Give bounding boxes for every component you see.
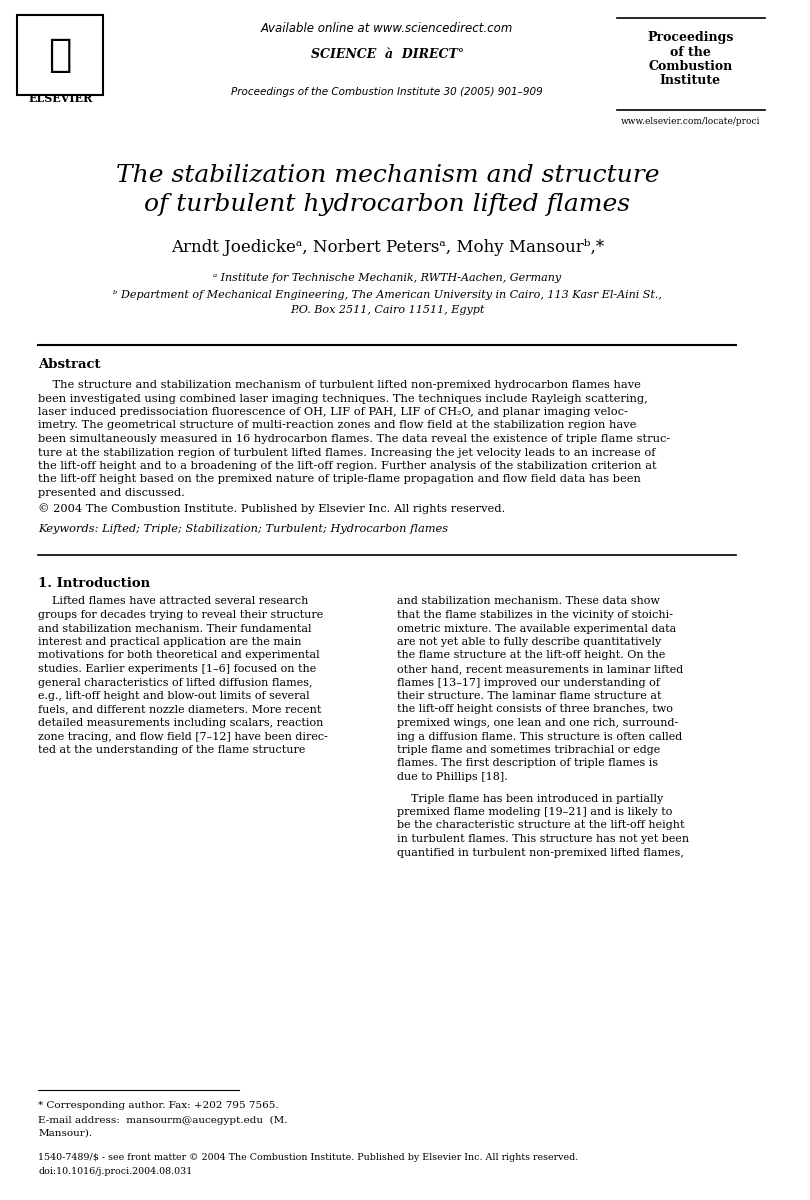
Text: flames [13–17] improved our understanding of: flames [13–17] improved our understandin…: [397, 678, 659, 688]
Text: P.O. Box 2511, Cairo 11511, Egypt: P.O. Box 2511, Cairo 11511, Egypt: [290, 305, 484, 314]
Text: of the: of the: [670, 46, 711, 59]
Text: zone tracing, and flow field [7–12] have been direc-: zone tracing, and flow field [7–12] have…: [38, 732, 328, 742]
Text: Lifted flames have attracted several research: Lifted flames have attracted several res…: [38, 596, 309, 606]
Text: Mansour).: Mansour).: [38, 1128, 92, 1138]
Text: are not yet able to fully describe quantitatively: are not yet able to fully describe quant…: [397, 637, 661, 647]
Text: groups for decades trying to reveal their structure: groups for decades trying to reveal thei…: [38, 610, 323, 620]
Text: Keywords: Lifted; Triple; Stabilization; Turbulent; Hydrocarbon flames: Keywords: Lifted; Triple; Stabilization;…: [38, 524, 449, 534]
Text: the lift-off height consists of three branches, two: the lift-off height consists of three br…: [397, 704, 672, 714]
Text: SCIENCE  à  DIRECT°: SCIENCE à DIRECT°: [311, 48, 464, 61]
Text: The structure and stabilization mechanism of turbulent lifted non-premixed hydro: The structure and stabilization mechanis…: [38, 380, 642, 390]
Text: the lift-off height and to a broadening of the lift-off region. Further analysis: the lift-off height and to a broadening …: [38, 461, 657, 470]
Text: interest and practical application are the main: interest and practical application are t…: [38, 637, 302, 647]
Text: ometric mixture. The available experimental data: ometric mixture. The available experimen…: [397, 624, 676, 634]
Text: studies. Earlier experiments [1–6] focused on the: studies. Earlier experiments [1–6] focus…: [38, 664, 317, 674]
Text: that the flame stabilizes in the vicinity of stoichi-: that the flame stabilizes in the vicinit…: [397, 610, 673, 620]
Text: Institute: Institute: [660, 73, 721, 86]
Text: the flame structure at the lift-off height. On the: the flame structure at the lift-off heig…: [397, 650, 665, 660]
Text: premixed wings, one lean and one rich, surround-: premixed wings, one lean and one rich, s…: [397, 718, 678, 728]
Text: flames. The first description of triple flames is: flames. The first description of triple …: [397, 758, 658, 768]
Bar: [17, 14, 103, 95]
Text: Arndt Joedickeᵃ, Norbert Petersᵃ, Mohy Mansourᵇ,*: Arndt Joedickeᵃ, Norbert Petersᵃ, Mohy M…: [171, 240, 603, 257]
Text: ing a diffusion flame. This structure is often called: ing a diffusion flame. This structure is…: [397, 732, 682, 742]
Text: Triple flame has been introduced in partially: Triple flame has been introduced in part…: [397, 793, 663, 804]
Text: * Corresponding author. Fax: +202 795 7565.: * Corresponding author. Fax: +202 795 75…: [38, 1100, 279, 1110]
Text: premixed flame modeling [19–21] and is likely to: premixed flame modeling [19–21] and is l…: [397, 806, 672, 817]
Text: and stabilization mechanism. Their fundamental: and stabilization mechanism. Their funda…: [38, 624, 312, 634]
Text: ted at the understanding of the flame structure: ted at the understanding of the flame st…: [38, 745, 305, 755]
Text: ᵇ Department of Mechanical Engineering, The American University in Cairo, 113 Ka: ᵇ Department of Mechanical Engineering, …: [113, 290, 662, 300]
Text: other hand, recent measurements in laminar lifted: other hand, recent measurements in lamin…: [397, 664, 683, 674]
Text: quantified in turbulent non-premixed lifted flames,: quantified in turbulent non-premixed lif…: [397, 847, 684, 858]
Text: imetry. The geometrical structure of multi-reaction zones and flow field at the : imetry. The geometrical structure of mul…: [38, 420, 637, 431]
Text: and stabilization mechanism. These data show: and stabilization mechanism. These data …: [397, 596, 659, 606]
Text: of turbulent hydrocarbon lifted flames: of turbulent hydrocarbon lifted flames: [144, 193, 630, 216]
Text: triple flame and sometimes tribrachial or edge: triple flame and sometimes tribrachial o…: [397, 745, 660, 755]
Text: the lift-off height based on the premixed nature of triple-flame propagation and: the lift-off height based on the premixe…: [38, 474, 642, 485]
Text: ᵃ Institute for Technische Mechanik, RWTH-Aachen, Germany: ᵃ Institute for Technische Mechanik, RWT…: [213, 272, 561, 283]
Text: e.g., lift-off height and blow-out limits of several: e.g., lift-off height and blow-out limit…: [38, 691, 310, 701]
Text: 1. Introduction: 1. Introduction: [38, 577, 151, 590]
Text: be the characteristic structure at the lift-off height: be the characteristic structure at the l…: [397, 821, 684, 830]
Text: Combustion: Combustion: [648, 60, 732, 72]
Text: © 2004 The Combustion Institute. Published by Elsevier Inc. All rights reserved.: © 2004 The Combustion Institute. Publish…: [38, 503, 505, 514]
Text: laser induced predissociation fluorescence of OH, LIF of PAH, LIF of CH₂O, and p: laser induced predissociation fluorescen…: [38, 407, 628, 416]
Text: motivations for both theoretical and experimental: motivations for both theoretical and exp…: [38, 650, 320, 660]
Text: detailed measurements including scalars, reaction: detailed measurements including scalars,…: [38, 718, 324, 728]
Text: 1540-7489/$ - see front matter © 2004 The Combustion Institute. Published by Els: 1540-7489/$ - see front matter © 2004 Th…: [38, 1153, 578, 1163]
Text: doi:10.1016/j.proci.2004.08.031: doi:10.1016/j.proci.2004.08.031: [38, 1168, 193, 1176]
Text: in turbulent flames. This structure has not yet been: in turbulent flames. This structure has …: [397, 834, 689, 844]
Text: E-mail address:  mansourm@aucegypt.edu  (M.: E-mail address: mansourm@aucegypt.edu (M…: [38, 1116, 288, 1124]
Text: Abstract: Abstract: [38, 359, 100, 372]
Text: Proceedings of the Combustion Institute 30 (2005) 901–909: Proceedings of the Combustion Institute …: [232, 86, 544, 97]
Text: due to Phillips [18].: due to Phillips [18].: [397, 772, 508, 782]
Text: Proceedings: Proceedings: [647, 31, 734, 44]
Text: 🌳: 🌳: [49, 36, 72, 74]
Text: www.elsevier.com/locate/proci: www.elsevier.com/locate/proci: [620, 118, 760, 126]
Text: ture at the stabilization region of turbulent lifted flames. Increasing the jet : ture at the stabilization region of turb…: [38, 448, 656, 457]
Text: Available online at www.sciencedirect.com: Available online at www.sciencedirect.co…: [261, 22, 514, 35]
Text: fuels, and different nozzle diameters. More recent: fuels, and different nozzle diameters. M…: [38, 704, 322, 714]
Text: been investigated using combined laser imaging techniques. The techniques includ: been investigated using combined laser i…: [38, 394, 648, 403]
Text: their structure. The laminar flame structure at: their structure. The laminar flame struc…: [397, 691, 661, 701]
Text: The stabilization mechanism and structure: The stabilization mechanism and structur…: [116, 163, 659, 186]
Text: presented and discussed.: presented and discussed.: [38, 488, 185, 498]
Text: been simultaneously measured in 16 hydrocarbon flames. The data reveal the exist: been simultaneously measured in 16 hydro…: [38, 434, 671, 444]
Text: general characteristics of lifted diffusion flames,: general characteristics of lifted diffus…: [38, 678, 313, 688]
Text: ELSEVIER: ELSEVIER: [28, 92, 92, 103]
